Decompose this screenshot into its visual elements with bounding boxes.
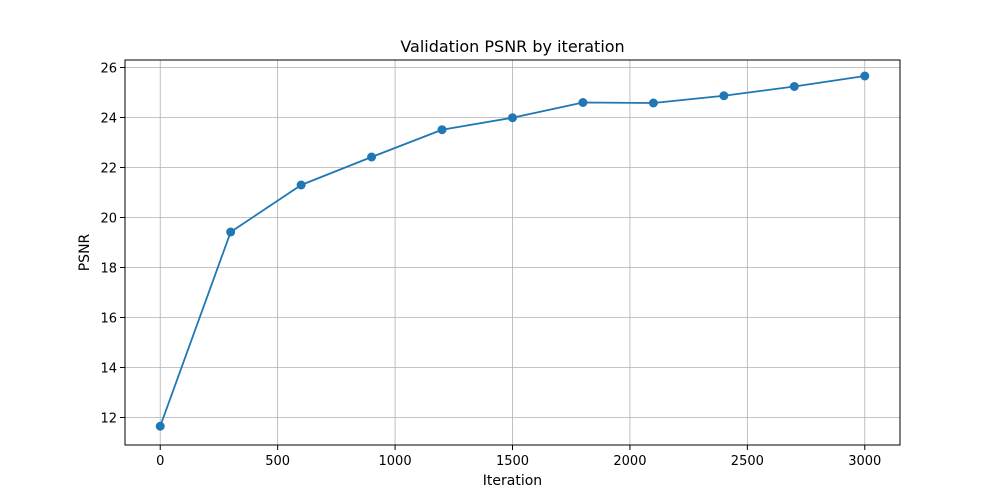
data-point bbox=[367, 152, 377, 162]
data-point bbox=[648, 98, 658, 108]
data-point bbox=[578, 98, 588, 107]
y-tick-label: 12 bbox=[100, 412, 117, 427]
data-point bbox=[719, 91, 729, 101]
data-point bbox=[508, 113, 517, 123]
y-tick-label: 26 bbox=[100, 62, 117, 77]
x-tick-label: 2500 bbox=[731, 454, 764, 469]
data-point bbox=[860, 71, 870, 81]
x-tick-label: 500 bbox=[265, 454, 290, 469]
y-axis-ticks: 12 14 16 18 20 22 24 26 bbox=[100, 62, 125, 427]
x-tick-label: 1500 bbox=[496, 454, 529, 469]
y-tick-label: 20 bbox=[100, 212, 117, 227]
data-series bbox=[155, 71, 870, 431]
y-tick-label: 18 bbox=[100, 262, 117, 277]
x-tick-label: 3000 bbox=[848, 454, 881, 469]
x-axis-ticks: 0 500 1000 1500 2000 2500 3000 bbox=[156, 445, 881, 469]
data-point bbox=[296, 180, 306, 190]
x-axis-label: Iteration bbox=[483, 473, 542, 489]
y-tick-label: 16 bbox=[100, 312, 117, 327]
data-point bbox=[789, 82, 799, 91]
y-tick-label: 22 bbox=[100, 162, 117, 177]
x-tick-label: 2000 bbox=[613, 454, 646, 469]
y-tick-label: 24 bbox=[100, 112, 117, 127]
data-point bbox=[155, 421, 165, 431]
data-point bbox=[437, 125, 447, 135]
y-tick-label: 14 bbox=[100, 362, 117, 377]
x-tick-label: 0 bbox=[156, 454, 164, 469]
y-axis-label: PSNR bbox=[77, 233, 93, 271]
x-tick-label: 1000 bbox=[379, 454, 412, 469]
chart-title: Validation PSNR by iteration bbox=[400, 37, 624, 56]
data-point bbox=[226, 227, 236, 237]
